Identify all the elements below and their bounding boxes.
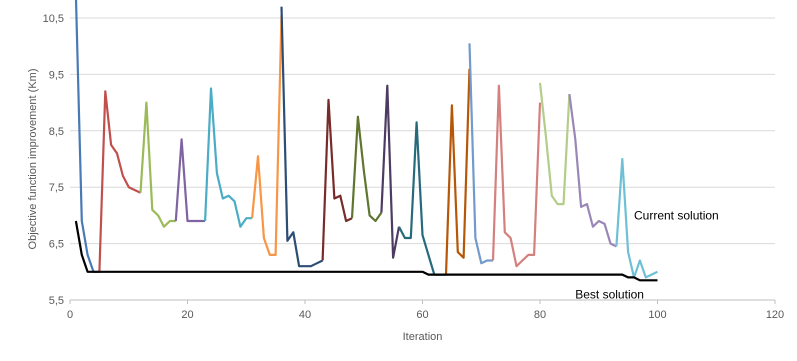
current-solution-series — [204, 87, 253, 228]
x-tick-label: 80 — [534, 309, 546, 321]
y-tick-label: 5,5 — [49, 295, 64, 307]
x-tick-label: 100 — [648, 309, 666, 321]
current-solution-series — [615, 157, 658, 279]
best-solution-label: Best solution — [575, 287, 644, 301]
current-solution-series — [321, 98, 353, 261]
gridlines — [70, 17, 775, 245]
y-axis-title: Objective function improvement (Km) — [27, 69, 39, 250]
series-lines — [74, 0, 658, 282]
best-solution-series — [74, 220, 658, 282]
x-tick-label: 0 — [67, 309, 73, 321]
current-solution-series — [568, 93, 617, 248]
x-axis-title: Iteration — [403, 331, 443, 343]
y-tick-label: 7,5 — [49, 182, 64, 194]
current-solution-series — [468, 43, 493, 265]
x-tick-label: 60 — [416, 309, 428, 321]
y-tick-label: 8,5 — [49, 126, 64, 138]
current-solution-label: Current solution — [634, 208, 719, 222]
current-solution-series — [380, 84, 401, 259]
current-solution-series — [139, 101, 176, 228]
x-tick-label: 40 — [299, 309, 311, 321]
current-solution-series — [398, 121, 446, 276]
labels: Iteration Objective function improvement… — [27, 69, 719, 343]
current-solution-series — [98, 90, 141, 272]
current-solution-series — [174, 138, 206, 223]
current-solution-series — [444, 68, 471, 275]
current-solution-series — [538, 82, 571, 206]
current-solution-series — [491, 84, 542, 268]
current-solution-series — [350, 115, 383, 223]
y-tick-label: 10,5 — [43, 13, 64, 25]
axes: 5,5 6,5 7,5 8,5 9,5 10,5 0 20 40 60 80 100 120 — [43, 13, 785, 321]
x-tick-label: 120 — [766, 309, 784, 321]
current-solution-series — [74, 0, 100, 273]
y-tick-label: 6,5 — [49, 239, 64, 251]
current-solution-series — [280, 6, 324, 268]
current-solution-series — [251, 15, 283, 256]
x-tick-label: 20 — [181, 309, 193, 321]
y-tick-label: 9,5 — [49, 69, 64, 81]
